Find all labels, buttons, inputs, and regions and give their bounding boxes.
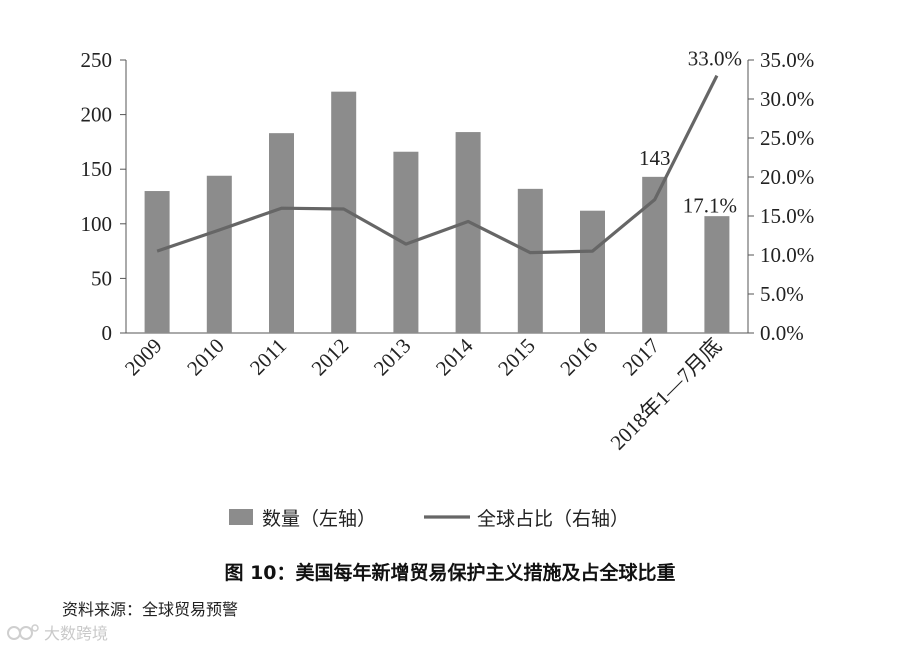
right-axis-tick-label: 0.0% (760, 321, 804, 345)
x-tick-label: 2011 (245, 334, 291, 380)
x-tick-label: 2014 (431, 333, 478, 380)
bar (206, 175, 232, 333)
left-axis-tick-label: 250 (81, 48, 113, 72)
data-label-line-2018: 33.0% (688, 47, 742, 71)
data-label-bar-2017: 143 (639, 146, 671, 170)
x-tick-label: 2017 (618, 334, 665, 381)
watermark-text: 大数跨境 (44, 624, 109, 643)
share-line (156, 74, 719, 255)
x-tick-label: 2013 (369, 334, 416, 381)
bar-series (144, 91, 730, 333)
bar (704, 216, 730, 333)
chart-caption: 图 10：美国每年新增贸易保护主义措施及占全球比重 (224, 562, 676, 584)
legend-bar-label: 数量（左轴） (262, 508, 376, 530)
bar (517, 188, 543, 333)
x-tick-label: 2015 (493, 334, 540, 381)
line-series (156, 74, 719, 255)
bar (455, 132, 481, 333)
legend-line-label: 全球占比（右轴） (477, 508, 629, 530)
bar (269, 133, 294, 333)
right-axis: 0.0% 5.0% 10.0% 15.0% 20.0% 25.0% 30.0% 35.0% (747, 48, 814, 345)
watermark: 大数跨境 (6, 620, 108, 644)
left-axis-tick-label: 200 (81, 103, 113, 127)
right-axis-tick-label: 25.0% (760, 126, 814, 150)
left-axis-tick-label: 0 (102, 321, 113, 345)
right-axis-tick-label: 15.0% (760, 204, 814, 228)
chart: 0 50 100 150 200 250 0.0% 5.0% 10.0% 15.0% 20.0% 2… (81, 47, 815, 530)
right-axis-tick-label: 10.0% (760, 243, 814, 267)
watermark-logo-icon (7, 624, 39, 640)
x-axis-ticks: 2009 2010 2011 2012 2013 2014 2015 2016 20172018… (120, 333, 726, 454)
legend: 数量（左轴） 全球占比（右轴） (229, 508, 629, 530)
left-axis-tick-label: 100 (81, 212, 113, 236)
left-axis-tick-label: 50 (91, 266, 112, 290)
bar (580, 210, 605, 333)
right-axis-tick-label: 5.0% (760, 282, 804, 306)
x-tick-label: 2016 (555, 334, 602, 381)
right-axis-tick-label: 35.0% (760, 48, 814, 72)
x-tick-label: 2012 (307, 334, 354, 381)
x-tick-label: 2009 (120, 334, 167, 381)
legend-bar-swatch (229, 509, 253, 525)
data-labels: 143 17.1% 33.0% (639, 47, 742, 218)
x-tick-label: 2018年1—7月底 (606, 334, 727, 455)
left-axis-tick-label: 150 (81, 157, 113, 181)
right-axis-tick-label: 20.0% (760, 165, 814, 189)
bar (144, 191, 170, 333)
source-note: 资料来源：全球贸易预警 (62, 600, 239, 619)
data-label-line-2017: 17.1% (683, 194, 737, 218)
right-axis-tick-label: 30.0% (760, 87, 814, 111)
x-tick-label: 2010 (182, 334, 229, 381)
bar (642, 176, 668, 333)
